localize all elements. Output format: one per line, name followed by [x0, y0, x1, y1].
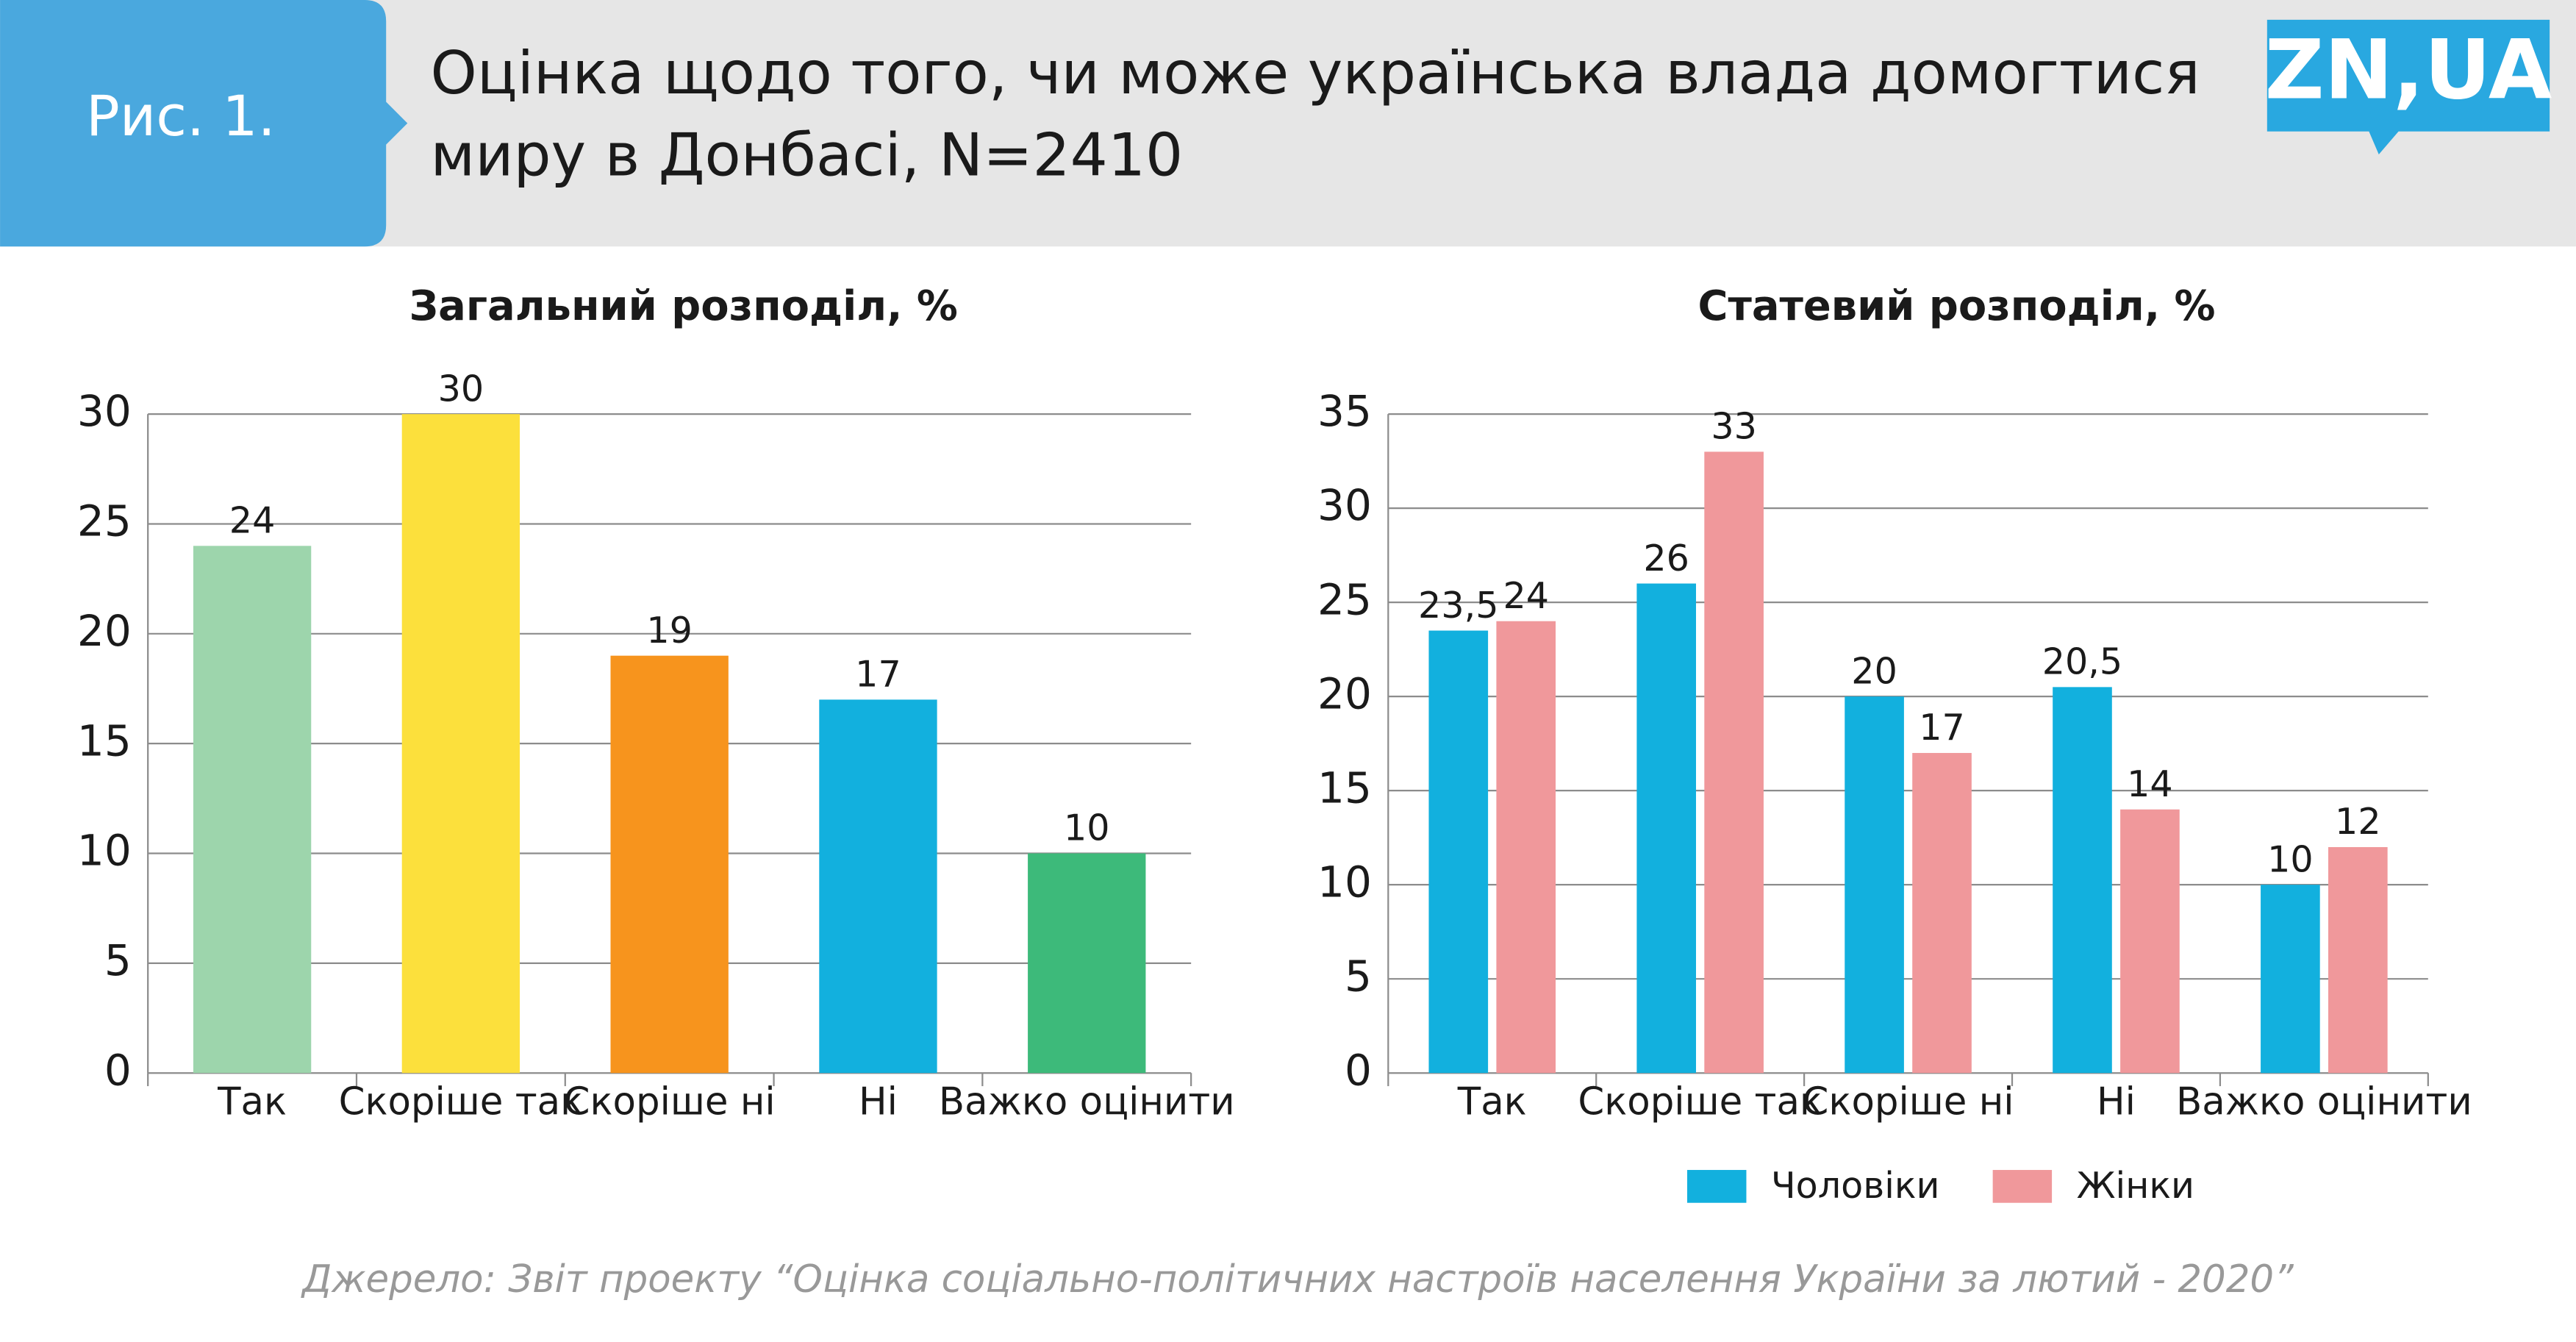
bar — [2053, 687, 2112, 1074]
value-label: 20,5 — [2042, 640, 2122, 683]
bar — [1636, 583, 1697, 1074]
source-note: Джерело: Звіт проекту “Оцінка соціально-… — [301, 1257, 2294, 1302]
x-tick-label: Скоріше ні — [564, 1080, 776, 1124]
x-tick-label: Скоріше так — [1578, 1080, 1822, 1124]
value-label: 19 — [646, 609, 693, 652]
figure-badge — [0, 0, 408, 247]
y-tick-label: 25 — [77, 496, 132, 546]
x-tick-label: Ні — [859, 1080, 898, 1124]
bar — [193, 546, 312, 1074]
y-tick-label: 35 — [1317, 386, 1372, 436]
x-tick-label: Так — [1457, 1080, 1527, 1124]
bar — [1028, 853, 1146, 1074]
chart-title: Загальний розподіл, % — [409, 282, 957, 330]
y-tick-label: 20 — [77, 606, 132, 656]
x-tick-label: Важко оцінити — [2176, 1080, 2472, 1124]
x-tick-label: Скоріше так — [339, 1080, 584, 1124]
bar — [610, 655, 729, 1074]
y-tick-label: 0 — [104, 1045, 132, 1095]
x-tick-label: Ні — [2097, 1080, 2136, 1124]
legend-label: Жінки — [2077, 1164, 2194, 1207]
y-tick-label: 25 — [1317, 574, 1372, 624]
legend-swatch — [1687, 1170, 1747, 1203]
value-label: 10 — [1064, 807, 1110, 849]
value-label: 10 — [2267, 838, 2314, 880]
y-tick-label: 5 — [104, 935, 132, 985]
bar — [1704, 452, 1764, 1074]
value-label: 12 — [2335, 800, 2381, 843]
value-label: 30 — [438, 367, 484, 410]
value-label: 33 — [1711, 405, 1757, 448]
y-tick-label: 5 — [1345, 951, 1372, 1001]
bar — [1428, 630, 1489, 1074]
bar — [819, 699, 937, 1074]
y-tick-label: 30 — [1317, 480, 1372, 530]
legend-swatch — [1992, 1170, 2053, 1203]
value-label: 24 — [1503, 574, 1549, 617]
bar — [401, 414, 520, 1074]
value-label: 24 — [229, 499, 276, 542]
x-tick-label: Важко оцінити — [939, 1080, 1235, 1124]
figure-label: Рис. 1. — [86, 83, 276, 149]
header-title: миру в Донбасі, N=2410 — [431, 121, 1184, 190]
x-tick-label: Скоріше ні — [1803, 1080, 2014, 1124]
y-tick-label: 15 — [77, 715, 132, 765]
y-tick-label: 30 — [77, 386, 132, 436]
legend-label: Чоловіки — [1771, 1164, 1940, 1207]
header-title: Оцінка щодо того, чи може українська вла… — [431, 38, 2200, 107]
bar — [1496, 621, 1556, 1074]
value-label: 17 — [855, 653, 901, 696]
bar — [2261, 885, 2320, 1074]
y-tick-label: 10 — [1317, 857, 1372, 907]
y-tick-label: 10 — [77, 826, 132, 876]
logo: ZN,UA — [2265, 23, 2552, 118]
value-label: 23,5 — [1418, 584, 1498, 627]
bar — [1845, 696, 1904, 1074]
bar — [2120, 809, 2180, 1074]
value-label: 14 — [2127, 763, 2173, 805]
value-label: 26 — [1643, 537, 1689, 579]
chart-title: Статевий розподіл, % — [1697, 282, 2215, 330]
y-tick-label: 20 — [1317, 668, 1372, 718]
y-tick-label: 15 — [1317, 763, 1372, 813]
bar — [1912, 752, 1972, 1074]
x-tick-label: Так — [217, 1080, 287, 1124]
bar — [2328, 846, 2388, 1074]
header-band — [0, 0, 2576, 247]
y-tick-label: 0 — [1345, 1045, 1372, 1095]
value-label: 17 — [1919, 706, 1965, 749]
value-label: 20 — [1851, 649, 1897, 692]
logo-badge — [2266, 19, 2550, 155]
